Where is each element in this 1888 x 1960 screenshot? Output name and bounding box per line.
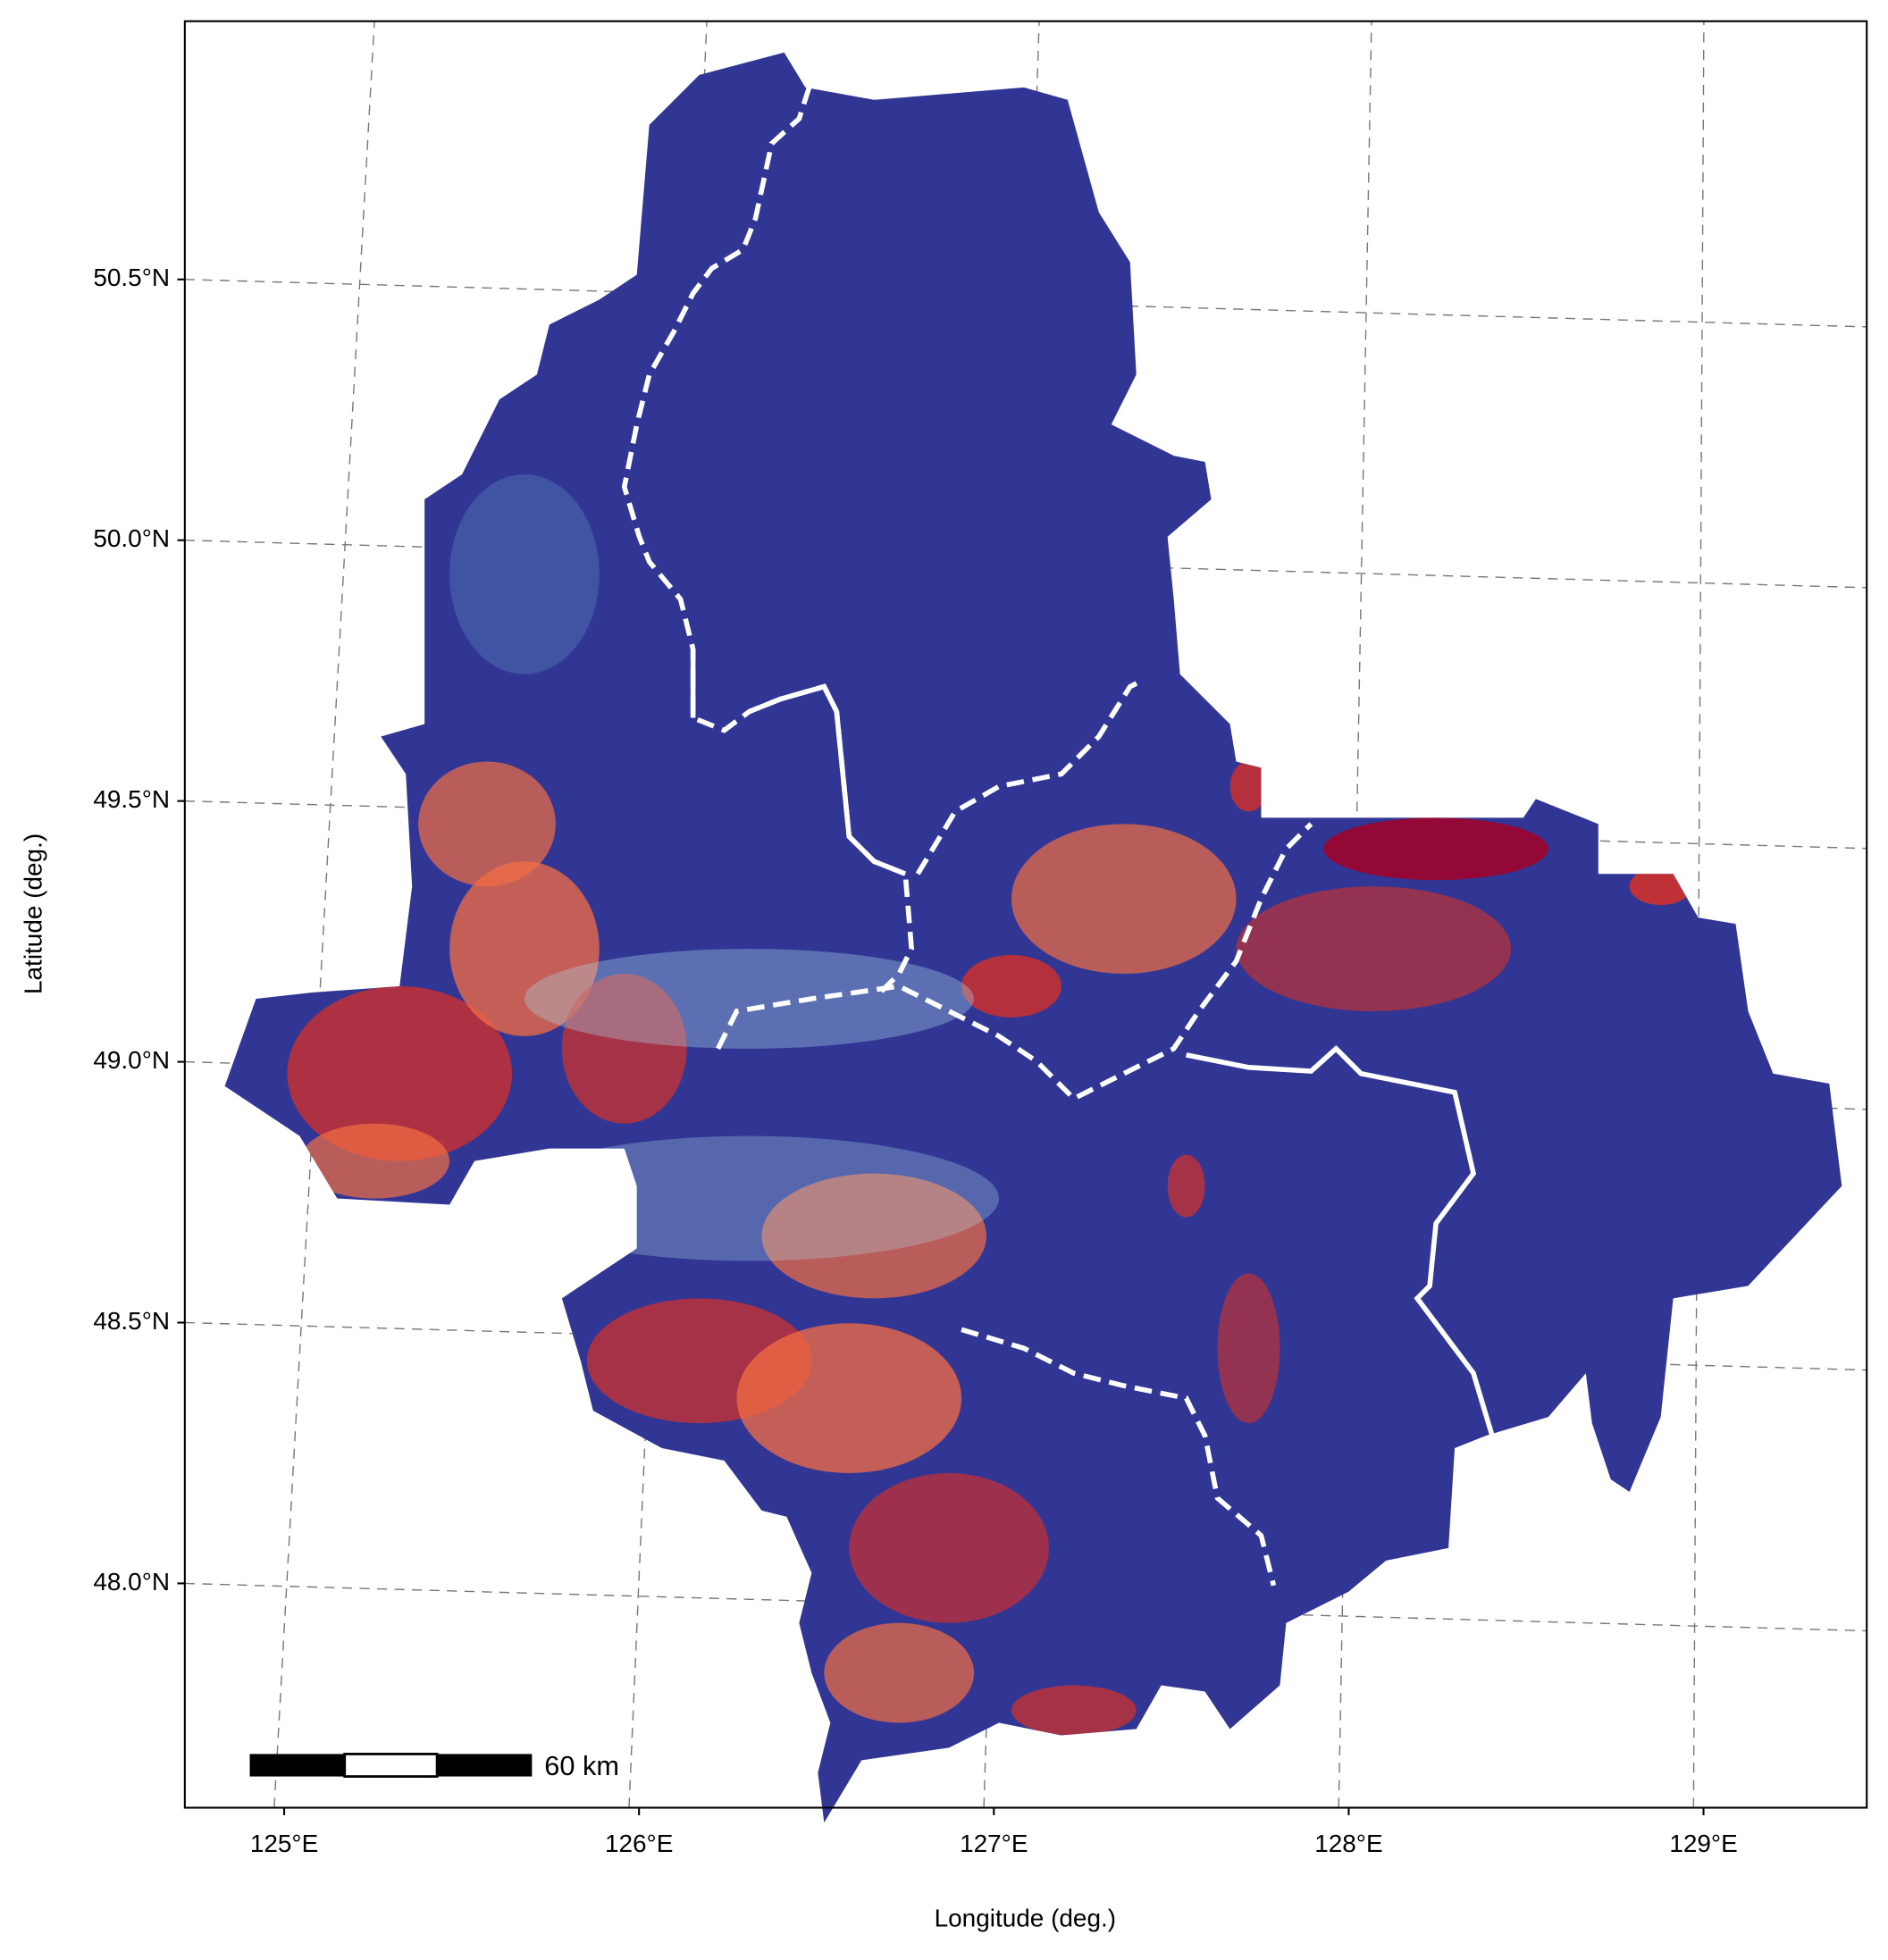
scale-segment (343, 1753, 439, 1778)
boundary-line (748, 683, 907, 876)
y-tick-label: 50.5°N (93, 264, 170, 291)
boundary-line (716, 822, 1313, 1102)
scale-segment (437, 1754, 533, 1777)
y-axis-label: Latitude (deg.) (20, 833, 47, 994)
y-tick-label: 49.0°N (93, 1046, 170, 1074)
x-tick-label: 125°E (250, 1830, 318, 1857)
scale-bar: 60 km (249, 1750, 619, 1781)
y-tick-label: 50.0°N (93, 524, 170, 552)
raster-region (224, 52, 1842, 1823)
grid-line (1692, 21, 1705, 1808)
grid-line (273, 21, 375, 1808)
y-tick-label: 48.5°N (93, 1307, 170, 1335)
scale-segment (249, 1754, 345, 1777)
x-tick-label: 128°E (1314, 1830, 1382, 1857)
boundary-line (1186, 1045, 1495, 1436)
boundary-line (915, 678, 1144, 875)
boundary-line (961, 1327, 1277, 1587)
y-tick-label: 48.0°N (93, 1568, 170, 1596)
y-tick-label: 49.5°N (93, 785, 170, 813)
boundary-line (621, 86, 915, 994)
x-tick-label: 127°E (960, 1830, 1028, 1857)
scale-bar-label: 60 km (544, 1750, 619, 1781)
x-tick-label: 126°E (605, 1830, 673, 1857)
x-tick-label: 129°E (1669, 1830, 1737, 1857)
x-axis-label: Longitude (deg.) (935, 1905, 1116, 1932)
plot-frame (183, 20, 1868, 1809)
